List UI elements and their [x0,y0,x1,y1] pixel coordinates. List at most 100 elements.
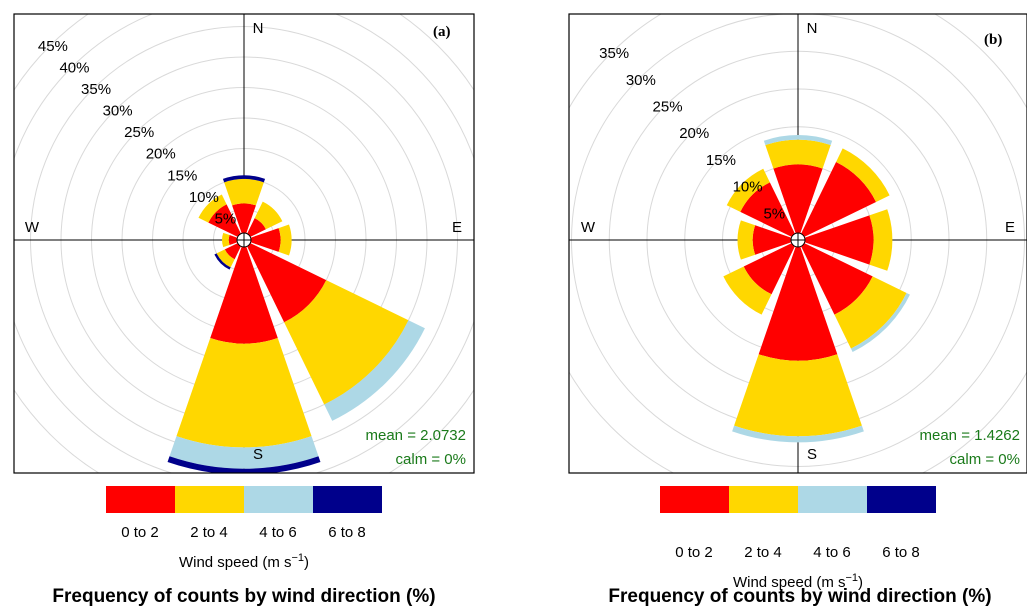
compass-w-label-b: W [581,219,596,236]
sector-n-bin-1-a [224,179,264,206]
legend-label-0-2-a: 0 to 2 [121,524,159,541]
legend-label-2-4-a: 2 to 4 [190,524,228,541]
footer-title-a: Frequency of counts by wind direction (%… [52,586,435,606]
legend-swatch-0-2-a [106,486,175,513]
wind-sectors-a [167,175,425,473]
legend-swatch-2-4-a [175,486,244,513]
calm-stat-a: calm = 0% [396,451,466,468]
radial-tick-labels-b: 5%10% 15% 20% 25% 30% 35% [599,45,785,222]
legend-swatch-0-2-b [660,486,729,513]
tick-label-5-b: 5% [763,205,785,222]
tick-label-25-b: 25% [653,99,683,116]
wind-sectors-b [723,135,910,443]
legend-title-a: Wind speed (m s−1) [179,552,309,571]
sector-sw-bin-1-b [723,266,772,315]
legend-title-b: Wind speed (m s−1) [733,572,863,591]
sector-ne-bin-1-b [836,148,890,202]
legend-swatch-4-6-a [244,486,313,513]
tick-label-20-b: 20% [679,125,709,142]
legend-swatch-4-6-b [798,486,867,513]
tick-label-15-b: 15% [706,152,736,169]
sector-nw-bin-1-b [726,168,770,212]
tick-label-35-a: 35% [81,81,111,98]
sector-ne-bin-1-a [254,201,283,230]
compass-n-label-b: N [807,20,818,37]
compass-s-label-b: S [807,446,817,463]
tick-label-5-a: 5% [215,210,237,227]
sector-s-bin-0-a [210,246,278,344]
legend-swatch-2-4-b [729,486,798,513]
tick-label-10-a: 10% [189,189,219,206]
legend-label-4-6-b: 4 to 6 [813,544,851,561]
sector-e-bin-0-a [250,228,281,252]
sector-n-bin-0-b [773,164,823,234]
tick-label-30-b: 30% [626,72,656,89]
sector-e-bin-1-b [869,209,893,271]
tick-label-15-a: 15% [167,167,197,184]
mean-stat-a: mean = 2.0732 [366,427,467,444]
calm-stat-b: calm = 0% [950,451,1020,468]
legend-label-4-6-a: 4 to 6 [259,524,297,541]
legend-a: 0 to 2 2 to 4 4 to 6 6 to 8 Wind speed (… [106,486,382,571]
sector-se-bin-0-b [801,243,873,315]
sector-s-bin-1-a [176,338,312,448]
sector-s-bin-2-b [732,425,864,443]
mean-stat-b: mean = 1.4262 [920,427,1021,444]
compass-e-label-a: E [452,219,462,236]
radial-tick-labels-a: 5% 10% 15% 20% 25% 30% 35% 40% 45% [38,38,236,228]
sector-sw-bin-0-b [743,243,795,295]
sector-w-bin-0-a [228,235,238,245]
sector-e-bin-1-a [278,224,292,256]
sector-nw-bin-0-b [740,182,795,237]
sector-se-bin-2-b [850,292,910,352]
sector-nw-bin-1-a [198,194,227,223]
panel-a-frame [13,13,475,474]
sector-sw-bin-1-a [216,249,235,268]
sector-n-bin-2-b [763,135,833,146]
sector-s-bin-2-a [169,436,319,469]
tick-label-10-b: 10% [733,179,763,196]
legend-b: 0 to 2 2 to 4 4 to 6 6 to 8 Wind speed (… [660,486,936,591]
sector-sw-bin-0-a [224,243,241,260]
compass-s-label-a: S [253,446,263,463]
compass-e-label-b: E [1005,219,1015,236]
sector-w-bin-1-b [737,220,756,260]
sector-s-bin-3-a [167,456,321,473]
legend-label-6-8-a: 6 to 8 [328,524,366,541]
sector-w-bin-0-b [752,225,792,255]
sector-n-bin-0-a [232,203,256,234]
sector-e-bin-0-b [804,215,874,265]
sector-ne-bin-0-b [801,161,877,237]
tick-label-45-a: 45% [38,38,68,55]
sector-se-bin-0-a [247,243,327,323]
sector-se-bin-2-a [324,320,425,421]
legend-swatch-6-8-b [867,486,936,513]
tick-label-35-b: 35% [599,45,629,62]
sector-se-bin-1-b [834,276,907,349]
sector-s-bin-1-b [734,354,862,437]
legend-swatch-6-8-a [313,486,382,513]
sector-w-bin-1-a [222,232,230,248]
tick-label-20-a: 20% [146,146,176,163]
sector-s-bin-0-b [758,246,838,361]
compass-n-label-a: N [253,20,264,37]
sector-ne-bin-0-a [247,218,266,237]
legend-label-6-8-b: 6 to 8 [882,544,920,561]
panel-label-b: (b) [984,32,1002,48]
sector-n-bin-1-b [765,139,831,169]
legend-label-0-2-b: 0 to 2 [675,544,713,561]
sector-nw-bin-0-a [208,204,241,237]
legend-label-2-4-b: 2 to 4 [744,544,782,561]
sector-n-bin-3-a [222,175,266,183]
footer-title-b: Frequency of counts by wind direction (%… [608,586,991,606]
tick-label-30-a: 30% [103,103,133,120]
sector-sw-bin-3-a [214,253,231,270]
panel-label-a: (a) [433,24,451,40]
compass-w-label-a: W [25,219,40,236]
tick-label-40-a: 40% [59,59,89,76]
tick-label-25-a: 25% [124,124,154,141]
